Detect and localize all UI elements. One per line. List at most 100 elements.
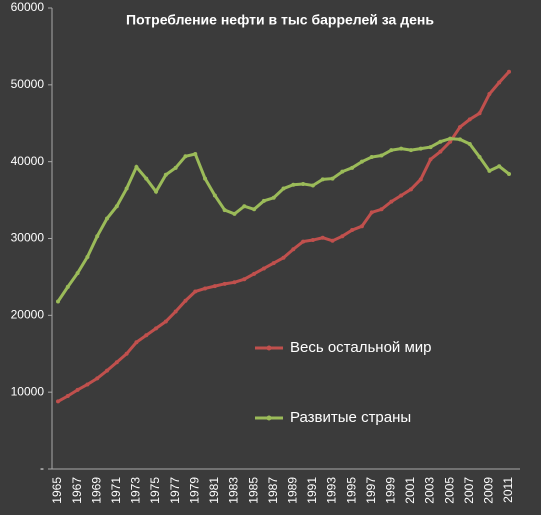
marker — [85, 254, 90, 259]
marker — [124, 186, 129, 191]
x-tick-label: 1975 — [148, 477, 162, 504]
marker — [389, 199, 394, 204]
series-line — [57, 70, 511, 403]
x-tick-label: 2001 — [403, 477, 417, 504]
marker — [428, 157, 433, 162]
marker — [350, 165, 355, 170]
marker — [212, 284, 217, 289]
y-tick-label: 60000 — [11, 0, 45, 14]
marker — [203, 286, 208, 291]
marker — [193, 289, 198, 294]
marker — [261, 266, 266, 271]
x-tick-label: 1989 — [285, 477, 299, 504]
y-tick-label: - — [40, 461, 44, 475]
x-tick-label: 1969 — [89, 477, 103, 504]
marker — [222, 281, 227, 286]
marker — [144, 176, 149, 181]
legend-label: Весь остальной мир — [290, 339, 432, 356]
marker — [281, 186, 286, 191]
marker — [56, 299, 60, 304]
y-tick-label: 30000 — [11, 231, 45, 245]
marker — [114, 360, 119, 365]
marker — [330, 238, 335, 243]
x-tick-label: 1997 — [364, 477, 378, 504]
marker — [134, 165, 139, 170]
marker — [408, 187, 413, 192]
marker — [65, 284, 70, 289]
marker — [428, 145, 433, 150]
marker — [232, 280, 237, 285]
marker — [232, 211, 237, 216]
marker — [507, 171, 511, 176]
y-tick-label: 50000 — [11, 77, 45, 91]
x-tick-label: 1993 — [325, 477, 339, 504]
y-tick-label: 40000 — [11, 154, 45, 168]
marker — [271, 261, 276, 266]
marker — [95, 376, 100, 381]
marker — [487, 92, 492, 97]
x-tick-label: 1995 — [344, 477, 358, 504]
x-tick-label: 2011 — [501, 477, 515, 503]
marker — [340, 234, 345, 239]
series-line — [56, 137, 510, 303]
marker — [183, 154, 188, 159]
marker — [448, 136, 453, 141]
x-tick-label: 1979 — [187, 477, 201, 504]
x-tick-label: 2009 — [482, 477, 496, 504]
marker — [261, 198, 266, 203]
x-tick-label: 1977 — [168, 477, 182, 504]
marker — [359, 159, 364, 164]
marker — [163, 172, 168, 177]
x-tick-label: 1999 — [384, 477, 398, 504]
marker — [163, 319, 168, 324]
marker — [389, 148, 394, 153]
marker — [467, 117, 472, 122]
marker — [350, 228, 355, 233]
marker — [399, 146, 404, 151]
marker — [399, 193, 404, 198]
marker — [271, 195, 276, 200]
marker — [359, 224, 364, 229]
marker — [75, 387, 80, 392]
marker — [173, 309, 178, 314]
marker — [281, 255, 286, 260]
x-tick-label: 1967 — [70, 477, 84, 504]
legend-marker — [266, 345, 272, 351]
marker — [183, 298, 188, 303]
marker — [457, 137, 462, 142]
marker — [173, 165, 178, 170]
x-tick-label: 1965 — [50, 477, 64, 504]
x-tick-label: 1991 — [305, 477, 319, 504]
marker — [252, 207, 257, 212]
marker — [379, 153, 384, 158]
marker — [310, 183, 315, 188]
marker — [203, 176, 208, 181]
marker — [193, 151, 198, 156]
marker — [477, 111, 482, 116]
marker — [438, 139, 443, 144]
x-tick-label: 1987 — [266, 477, 280, 504]
legend-marker — [266, 415, 272, 421]
marker — [477, 155, 482, 160]
marker — [438, 149, 443, 154]
marker — [408, 148, 413, 153]
marker — [487, 168, 492, 173]
marker — [301, 181, 306, 186]
marker — [75, 271, 80, 276]
marker — [85, 382, 90, 387]
marker — [65, 394, 70, 399]
chart-title: Потребление нефти в тыс баррелей за день — [126, 12, 434, 28]
marker — [330, 176, 335, 181]
marker — [154, 189, 159, 194]
marker — [418, 146, 423, 151]
marker — [497, 80, 502, 85]
y-tick-label: 10000 — [11, 384, 45, 398]
marker — [497, 164, 502, 169]
marker — [114, 204, 119, 209]
marker — [154, 326, 159, 331]
marker — [448, 139, 453, 144]
marker — [56, 399, 60, 404]
x-tick-label: 1983 — [227, 477, 241, 504]
marker — [301, 239, 306, 244]
